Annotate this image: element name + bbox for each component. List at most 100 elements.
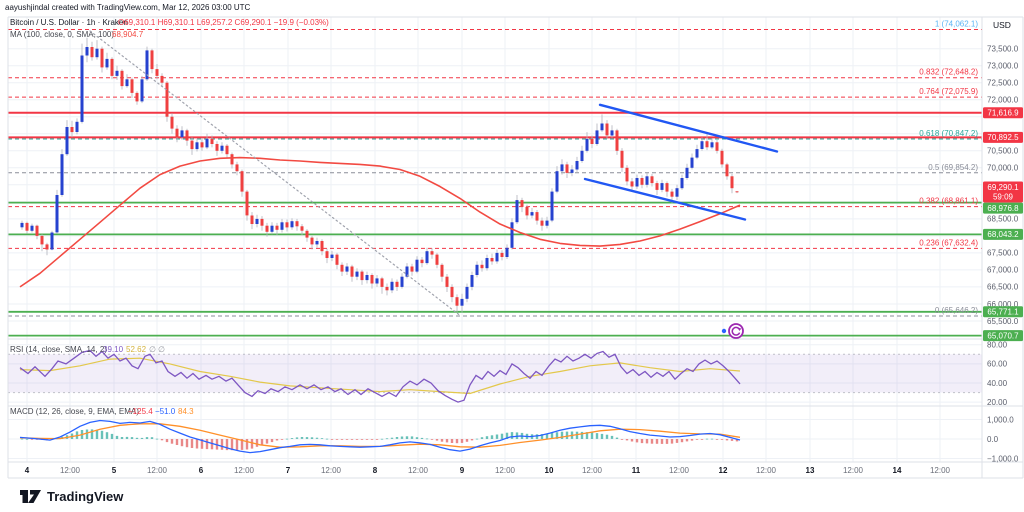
macd-histogram-bar [170,439,174,444]
price-level-badge-value: 65,070.7 [987,331,1019,340]
time-axis-label[interactable]: 12:00 [930,466,951,475]
candle-body [120,70,124,87]
time-axis-label[interactable]: 11 [632,466,641,475]
time-axis-label[interactable]: 10 [545,466,554,475]
candle-body [145,50,149,80]
time-axis-label[interactable]: 12:00 [756,466,777,475]
macd-histogram-bar [255,439,259,447]
candle-body [725,164,729,177]
candle-body [135,92,139,102]
macd-histogram-bar [200,439,204,449]
time-axis-label[interactable]: 12:00 [60,466,81,475]
candle-body [575,161,579,170]
macd-histogram-bar [370,439,374,440]
time-axis-label[interactable]: 5 [112,466,117,475]
candle-body [645,176,649,185]
candle-body [330,254,334,258]
time-axis-label[interactable]: 6 [199,466,204,475]
macd-histogram-bar [685,439,689,442]
time-axis-label[interactable]: 12:00 [495,466,516,475]
macd-histogram-bar [665,439,669,444]
candle-body [25,222,29,231]
descending-dotted-trendline[interactable] [89,30,462,317]
symbol-legend: Bitcoin / U.S. Dollar · 1h · Kraken O69,… [10,18,329,39]
time-axis-label[interactable]: 14 [893,466,902,475]
time-axis-label[interactable]: 13 [806,466,815,475]
macd-histogram-bar [535,434,539,439]
candle-body [735,191,739,193]
time-axis-label[interactable]: 12:00 [669,466,690,475]
rsi-value: 39.10 [103,345,124,354]
candle-body [505,247,509,257]
chart-pane[interactable] [8,17,982,462]
fib-level-label: 0.5 (69,854.2) [928,163,978,172]
time-axis-label[interactable]: 12:00 [321,466,342,475]
macd-histogram-bar [495,434,499,439]
candle-body [490,258,494,262]
candle-body [340,264,344,272]
lower-channel-trendline[interactable] [583,177,747,221]
time-axis-label[interactable]: 12:00 [147,466,168,475]
ohlc-values: O69,310.1 H69,310.1 L69,257.2 C69,290.1 … [118,18,329,27]
macd-tick-label: 1,000.0 [987,415,1014,424]
candle-body [415,259,419,272]
macd-histogram-bar [290,438,294,439]
candle-body [240,171,244,192]
candle-body [235,164,239,172]
time-axis-label[interactable]: 12:00 [234,466,255,475]
macd-histogram-bar [265,439,269,444]
candle-body [640,178,644,185]
purple-marker-icon[interactable] [721,323,744,339]
candle-body [400,276,404,287]
macd-histogram-bar [640,439,644,444]
candle-body [670,191,674,197]
tradingview-logo[interactable]: TradingView [20,489,124,504]
axis-currency-label[interactable]: USD [993,20,1011,30]
macd-histogram-value: −125.4 [128,407,153,416]
candle-body [435,254,439,265]
candle-body [165,82,169,117]
time-axis-label[interactable]: 12:00 [843,466,864,475]
macd-histogram-bar [645,439,649,444]
upper-channel-trendline[interactable] [598,103,779,153]
current-price-badge [983,181,1023,203]
time-axis-label[interactable]: 8 [373,466,378,475]
candle-body [380,278,384,287]
candle-body [550,191,554,221]
candle-body [75,121,79,132]
macd-histogram-bar [320,438,324,439]
macd-histogram-bar [300,437,304,439]
price-level-badge [983,330,1023,342]
time-axis-label[interactable]: 12:00 [582,466,603,475]
time-axis-label[interactable]: 7 [286,466,291,475]
price-level-badge [983,306,1023,318]
candle-body [355,271,359,277]
macd-histogram-bar [285,438,289,440]
macd-line-value: −51.0 [155,407,176,416]
macd-histogram-bar [650,439,654,444]
time-axis-label[interactable]: 12:00 [408,466,429,475]
candle-body [30,225,34,231]
macd-histogram-bar [120,437,124,439]
candle-body [410,266,414,272]
candle-body [675,188,679,197]
macd-histogram-bar [310,437,314,439]
candle-body [220,145,224,151]
time-axis-label[interactable]: 9 [460,466,465,475]
macd-histogram-bar [620,439,624,440]
price-level-badge-value: 65,771.1 [987,308,1019,317]
candle-body [285,222,289,228]
macd-histogram-bar [115,435,119,439]
macd-histogram-bar [550,433,554,439]
macd-tick-label: 0.0 [987,435,999,444]
macd-histogram-bar [365,439,369,440]
candle-body [350,266,354,277]
time-axis-label[interactable]: 12 [719,466,728,475]
candle-body [370,275,374,284]
macd-histogram-bar [235,439,239,451]
macd-histogram-bar [720,439,724,440]
time-axis-labels[interactable]: 4 12:00 5 12:00 6 12:00 7 12:00 8 12:00 9 12:00 10 12… [25,466,951,475]
trendlines-layer[interactable] [89,30,779,317]
time-axis-label[interactable]: 4 [25,466,30,475]
